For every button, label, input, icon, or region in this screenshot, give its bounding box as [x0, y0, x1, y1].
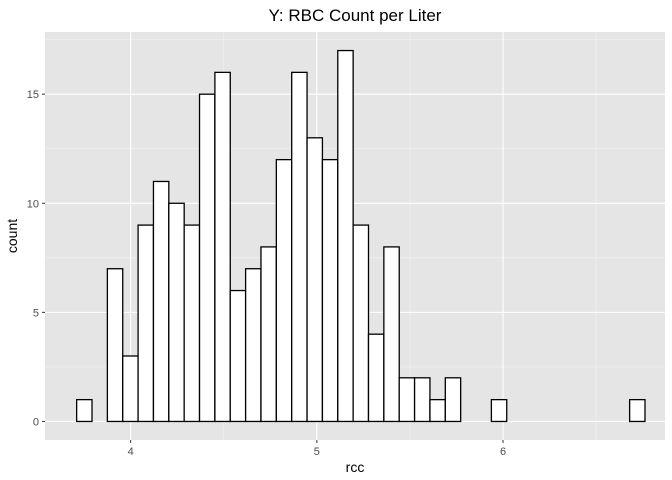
histogram-bar — [122, 355, 139, 423]
histogram-bar — [352, 224, 370, 423]
histogram-bar — [628, 398, 646, 423]
x-tick-label: 5 — [314, 446, 320, 458]
histogram-bar — [275, 158, 293, 423]
y-axis-ticks: 0 5 10 15 — [27, 89, 45, 428]
histogram-bar — [321, 158, 339, 423]
histogram-bar — [367, 333, 385, 423]
histogram-bar — [76, 398, 93, 423]
histogram-bar — [490, 398, 508, 423]
histogram-bar — [260, 246, 277, 423]
histogram-bar — [229, 289, 247, 423]
histogram-bar — [306, 137, 324, 423]
histogram-bar — [291, 71, 308, 423]
histogram-bar — [198, 93, 216, 423]
histogram-bar — [137, 224, 155, 423]
histogram-bar — [152, 180, 170, 423]
chart-title: Y: RBC Count per Liter — [269, 6, 442, 25]
y-tick-label: 0 — [33, 416, 39, 428]
y-tick-label: 15 — [27, 89, 39, 101]
histogram-bar — [413, 377, 431, 423]
histogram-bar — [244, 268, 262, 423]
x-tick-label: 4 — [128, 446, 134, 458]
histogram-bar — [444, 377, 462, 423]
y-tick-label: 10 — [27, 198, 39, 210]
x-axis-ticks: 4 5 6 — [128, 440, 506, 458]
y-tick-label: 5 — [33, 307, 39, 319]
x-tick-label: 6 — [500, 446, 506, 458]
y-axis-title: count — [4, 219, 20, 253]
x-axis-title: rcc — [346, 459, 365, 475]
histogram-bar — [383, 246, 400, 423]
histogram-bar — [429, 398, 446, 423]
histogram-bar — [168, 202, 185, 423]
histogram-bar — [214, 71, 231, 423]
histogram-bar — [337, 49, 354, 423]
histogram-bar — [398, 377, 416, 423]
histogram-bar — [183, 224, 201, 423]
histogram-bar — [106, 268, 124, 423]
histogram-bars — [76, 49, 646, 423]
